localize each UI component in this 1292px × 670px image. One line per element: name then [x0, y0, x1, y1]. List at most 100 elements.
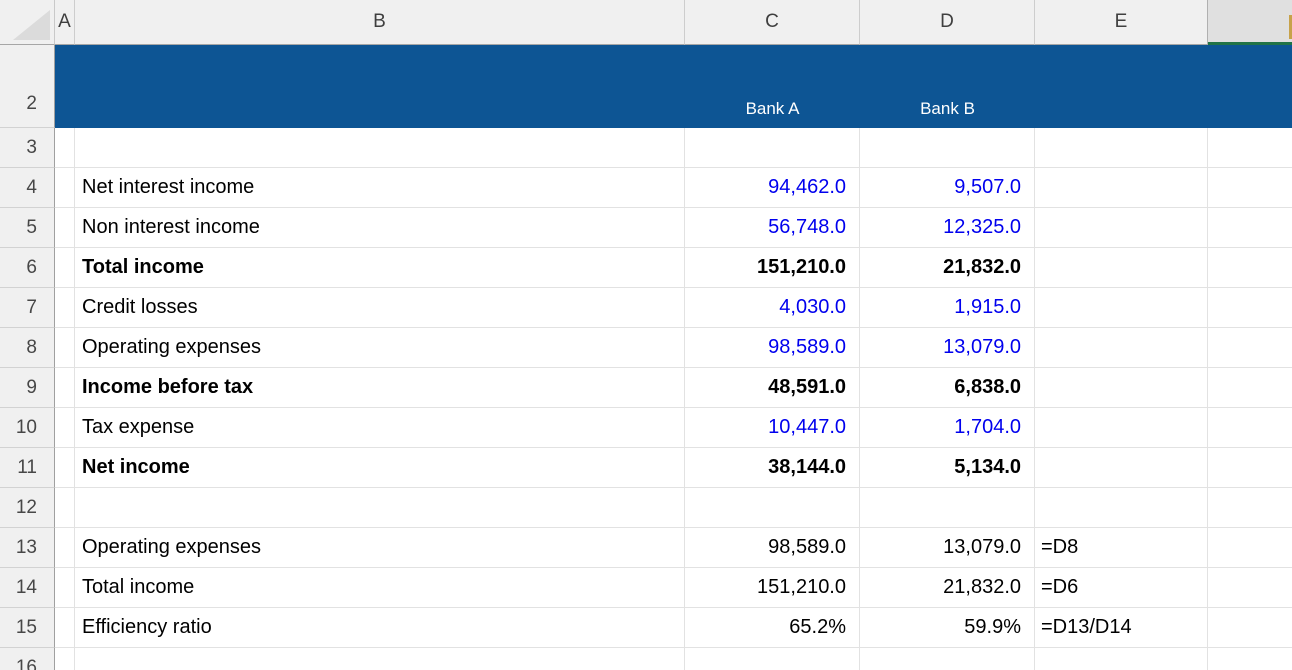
title-band[interactable]: Bank A Bank B	[55, 45, 1292, 128]
cell-E8[interactable]	[1035, 328, 1208, 368]
cell-D16[interactable]	[860, 648, 1035, 670]
cell-A9[interactable]	[55, 368, 75, 408]
cell-F6[interactable]	[1208, 248, 1292, 288]
row-header-2[interactable]: 2	[0, 45, 55, 128]
row-header-4[interactable]: 4	[0, 168, 55, 208]
cell-D5[interactable]: 12,325.0	[860, 208, 1035, 248]
row-header-16[interactable]: 16	[0, 648, 55, 670]
row-header-14[interactable]: 14	[0, 568, 55, 608]
cell-B3[interactable]	[75, 128, 685, 168]
cell-F7[interactable]	[1208, 288, 1292, 328]
cell-D13[interactable]: 13,079.0	[860, 528, 1035, 568]
cell-C10[interactable]: 10,447.0	[685, 408, 860, 448]
cell-C13[interactable]: 98,589.0	[685, 528, 860, 568]
cell-A13[interactable]	[55, 528, 75, 568]
cell-D4[interactable]: 9,507.0	[860, 168, 1035, 208]
cell-C16[interactable]	[685, 648, 860, 670]
cell-E4[interactable]	[1035, 168, 1208, 208]
cell-E7[interactable]	[1035, 288, 1208, 328]
row-header-10[interactable]: 10	[0, 408, 55, 448]
bank-a-header-cell[interactable]: Bank A	[745, 99, 800, 118]
row-header-8[interactable]: 8	[0, 328, 55, 368]
cell-D11[interactable]: 5,134.0	[860, 448, 1035, 488]
cell-A3[interactable]	[55, 128, 75, 168]
cell-F13[interactable]	[1208, 528, 1292, 568]
cell-B14[interactable]: Total income	[75, 568, 685, 608]
cell-A12[interactable]	[55, 488, 75, 528]
cell-E14[interactable]: =D6	[1035, 568, 1208, 608]
cell-D15[interactable]: 59.9%	[860, 608, 1035, 648]
cell-E12[interactable]	[1035, 488, 1208, 528]
cell-E11[interactable]	[1035, 448, 1208, 488]
cell-F8[interactable]	[1208, 328, 1292, 368]
cell-B5[interactable]: Non interest income	[75, 208, 685, 248]
cell-A11[interactable]	[55, 448, 75, 488]
cell-B10[interactable]: Tax expense	[75, 408, 685, 448]
select-all-button[interactable]	[0, 0, 55, 45]
cell-B6[interactable]: Total income	[75, 248, 685, 288]
row-header-7[interactable]: 7	[0, 288, 55, 328]
cell-B15[interactable]: Efficiency ratio	[75, 608, 685, 648]
cell-C6[interactable]: 151,210.0	[685, 248, 860, 288]
cell-E6[interactable]	[1035, 248, 1208, 288]
cell-C14[interactable]: 151,210.0	[685, 568, 860, 608]
row-header-6[interactable]: 6	[0, 248, 55, 288]
cell-A5[interactable]	[55, 208, 75, 248]
cell-C7[interactable]: 4,030.0	[685, 288, 860, 328]
column-header-a[interactable]: A	[55, 0, 75, 45]
cell-A6[interactable]	[55, 248, 75, 288]
cell-C11[interactable]: 38,144.0	[685, 448, 860, 488]
cell-F11[interactable]	[1208, 448, 1292, 488]
cell-B9[interactable]: Income before tax	[75, 368, 685, 408]
cell-A16[interactable]	[55, 648, 75, 670]
row-header-9[interactable]: 9	[0, 368, 55, 408]
column-header-d[interactable]: D	[860, 0, 1035, 45]
cell-F15[interactable]	[1208, 608, 1292, 648]
row-header-15[interactable]: 15	[0, 608, 55, 648]
cell-C3[interactable]	[685, 128, 860, 168]
cell-C15[interactable]: 65.2%	[685, 608, 860, 648]
row-header-3[interactable]: 3	[0, 128, 55, 168]
cell-B12[interactable]	[75, 488, 685, 528]
cell-C8[interactable]: 98,589.0	[685, 328, 860, 368]
cell-B7[interactable]: Credit losses	[75, 288, 685, 328]
cell-C12[interactable]	[685, 488, 860, 528]
cell-A15[interactable]	[55, 608, 75, 648]
cell-D3[interactable]	[860, 128, 1035, 168]
cell-D12[interactable]	[860, 488, 1035, 528]
cell-D14[interactable]: 21,832.0	[860, 568, 1035, 608]
cell-D10[interactable]: 1,704.0	[860, 408, 1035, 448]
cell-E15[interactable]: =D13/D14	[1035, 608, 1208, 648]
cell-E13[interactable]: =D8	[1035, 528, 1208, 568]
cell-A4[interactable]	[55, 168, 75, 208]
cell-C4[interactable]: 94,462.0	[685, 168, 860, 208]
cell-E10[interactable]	[1035, 408, 1208, 448]
cell-F16[interactable]	[1208, 648, 1292, 670]
cell-F14[interactable]	[1208, 568, 1292, 608]
cell-B11[interactable]: Net income	[75, 448, 685, 488]
cell-F5[interactable]	[1208, 208, 1292, 248]
cell-C5[interactable]: 56,748.0	[685, 208, 860, 248]
cell-B4[interactable]: Net interest income	[75, 168, 685, 208]
cell-A8[interactable]	[55, 328, 75, 368]
cell-A7[interactable]	[55, 288, 75, 328]
row-header-12[interactable]: 12	[0, 488, 55, 528]
cell-F4[interactable]	[1208, 168, 1292, 208]
column-header-e[interactable]: E	[1035, 0, 1208, 45]
cell-F3[interactable]	[1208, 128, 1292, 168]
cell-F12[interactable]	[1208, 488, 1292, 528]
cell-F9[interactable]	[1208, 368, 1292, 408]
cell-D8[interactable]: 13,079.0	[860, 328, 1035, 368]
cell-B8[interactable]: Operating expenses	[75, 328, 685, 368]
cell-F10[interactable]	[1208, 408, 1292, 448]
cell-D7[interactable]: 1,915.0	[860, 288, 1035, 328]
cell-E3[interactable]	[1035, 128, 1208, 168]
bank-b-header-cell[interactable]: Bank B	[920, 99, 975, 118]
row-header-11[interactable]: 11	[0, 448, 55, 488]
cell-A10[interactable]	[55, 408, 75, 448]
cell-E5[interactable]	[1035, 208, 1208, 248]
cell-E9[interactable]	[1035, 368, 1208, 408]
cell-B13[interactable]: Operating expenses	[75, 528, 685, 568]
cell-E16[interactable]	[1035, 648, 1208, 670]
cell-D9[interactable]: 6,838.0	[860, 368, 1035, 408]
